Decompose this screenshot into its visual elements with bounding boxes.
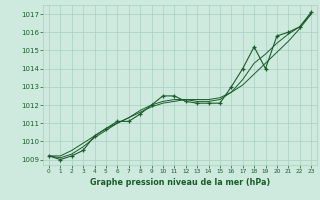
X-axis label: Graphe pression niveau de la mer (hPa): Graphe pression niveau de la mer (hPa) — [90, 178, 270, 187]
